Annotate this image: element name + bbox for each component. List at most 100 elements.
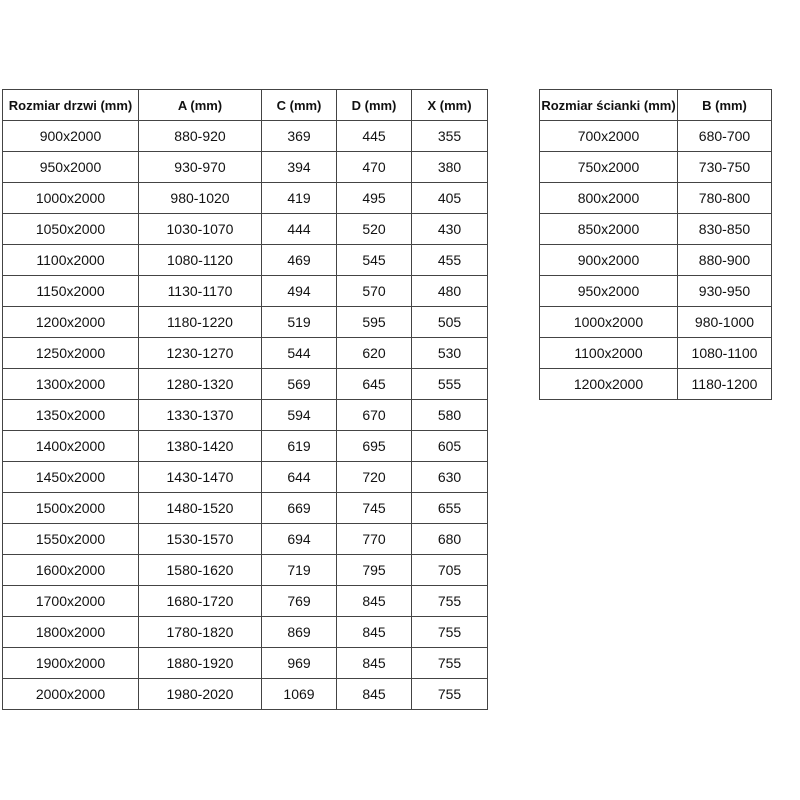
table-cell: 544: [261, 337, 337, 369]
table-cell: 755: [411, 585, 488, 617]
table-cell: 444: [261, 213, 337, 245]
table-row: 1000x2000 980-1020 419 495 405: [2, 182, 488, 214]
table-row: 900x2000 880-900: [539, 244, 772, 276]
table-row: 950x2000 930-970 394 470 380: [2, 151, 488, 183]
table-cell: 1069: [261, 678, 337, 710]
table-cell: 669: [261, 492, 337, 524]
table-cell: 980-1000: [677, 306, 772, 338]
table-cell: 1980-2020: [138, 678, 262, 710]
table-cell: 1030-1070: [138, 213, 262, 245]
table-cell: 1280-1320: [138, 368, 262, 400]
table-cell: 900x2000: [2, 120, 139, 152]
table-cell: 1900x2000: [2, 647, 139, 679]
table-cell: 519: [261, 306, 337, 338]
table-cell: 1050x2000: [2, 213, 139, 245]
table-cell: 480: [411, 275, 488, 307]
table-cell: 869: [261, 616, 337, 648]
table-row: 1900x2000 1880-1920 969 845 755: [2, 647, 488, 679]
table-row: 2000x2000 1980-2020 1069 845 755: [2, 678, 488, 710]
table-cell: 369: [261, 120, 337, 152]
table-cell: 980-1020: [138, 182, 262, 214]
table-cell: 445: [336, 120, 412, 152]
table-cell: 644: [261, 461, 337, 493]
table-cell: 950x2000: [539, 275, 678, 307]
table-cell: 630: [411, 461, 488, 493]
table-cell: 695: [336, 430, 412, 462]
table-cell: 1250x2000: [2, 337, 139, 369]
table-cell: 655: [411, 492, 488, 524]
table-cell: 419: [261, 182, 337, 214]
table-cell: 470: [336, 151, 412, 183]
table-cell: 545: [336, 244, 412, 276]
table-row: 1350x2000 1330-1370 594 670 580: [2, 399, 488, 431]
table-cell: 1100x2000: [539, 337, 678, 369]
table-cell: 700x2000: [539, 120, 678, 152]
table-cell: 1580-1620: [138, 554, 262, 586]
table-cell: 1180-1200: [677, 368, 772, 400]
table-cell: 605: [411, 430, 488, 462]
table-row: 1100x2000 1080-1120 469 545 455: [2, 244, 488, 276]
table-cell: 620: [336, 337, 412, 369]
table-cell: 1450x2000: [2, 461, 139, 493]
table-cell: 680-700: [677, 120, 772, 152]
table-cell: 1200x2000: [539, 368, 678, 400]
table-cell: 1080-1100: [677, 337, 772, 369]
table-cell: 680: [411, 523, 488, 555]
table-cell: 645: [336, 368, 412, 400]
table-cell: 1080-1120: [138, 244, 262, 276]
wall-size-table: Rozmiar ścianki (mm) B (mm) 700x2000 680-7…: [539, 89, 772, 400]
table-cell: 755: [411, 678, 488, 710]
table-row: 1050x2000 1030-1070 444 520 430: [2, 213, 488, 245]
table-row: 1800x2000 1780-1820 869 845 755: [2, 616, 488, 648]
table-cell: 494: [261, 275, 337, 307]
table-cell: 430: [411, 213, 488, 245]
table-row: 850x2000 830-850: [539, 213, 772, 245]
table-cell: 845: [336, 585, 412, 617]
table-cell: 850x2000: [539, 213, 678, 245]
table-row: 1600x2000 1580-1620 719 795 705: [2, 554, 488, 586]
table-cell: 769: [261, 585, 337, 617]
table-cell: 1330-1370: [138, 399, 262, 431]
table-cell: 1130-1170: [138, 275, 262, 307]
table-cell: 670: [336, 399, 412, 431]
table-cell: 495: [336, 182, 412, 214]
table-cell: 1430-1470: [138, 461, 262, 493]
table-cell: 1000x2000: [539, 306, 678, 338]
column-header: A (mm): [138, 89, 262, 121]
column-header: Rozmiar ścianki (mm): [539, 89, 678, 121]
table-cell: 950x2000: [2, 151, 139, 183]
table-cell: 619: [261, 430, 337, 462]
table-row: 1300x2000 1280-1320 569 645 555: [2, 368, 488, 400]
table-row: 1000x2000 980-1000: [539, 306, 772, 338]
table-cell: 845: [336, 647, 412, 679]
column-header: D (mm): [336, 89, 412, 121]
table-cell: 1400x2000: [2, 430, 139, 462]
table-cell: 469: [261, 244, 337, 276]
table-cell: 380: [411, 151, 488, 183]
table-cell: 394: [261, 151, 337, 183]
table-cell: 1200x2000: [2, 306, 139, 338]
table-cell: 770: [336, 523, 412, 555]
table-cell: 1480-1520: [138, 492, 262, 524]
table-row: 1250x2000 1230-1270 544 620 530: [2, 337, 488, 369]
column-header: X (mm): [411, 89, 488, 121]
table-cell: 750x2000: [539, 151, 678, 183]
column-header: Rozmiar drzwi (mm): [2, 89, 139, 121]
table-cell: 800x2000: [539, 182, 678, 214]
column-header: B (mm): [677, 89, 772, 121]
table-cell: 1780-1820: [138, 616, 262, 648]
table-cell: 1800x2000: [2, 616, 139, 648]
table-cell: 1680-1720: [138, 585, 262, 617]
table-cell: 880-920: [138, 120, 262, 152]
table-cell: 1700x2000: [2, 585, 139, 617]
table-cell: 580: [411, 399, 488, 431]
table-cell: 594: [261, 399, 337, 431]
table-cell: 555: [411, 368, 488, 400]
table-cell: 1300x2000: [2, 368, 139, 400]
table-row: 1200x2000 1180-1220 519 595 505: [2, 306, 488, 338]
table-cell: 930-970: [138, 151, 262, 183]
table-cell: 720: [336, 461, 412, 493]
table-cell: 1530-1570: [138, 523, 262, 555]
table-body: 700x2000 680-700 750x2000 730-750 800x2000 78…: [539, 120, 772, 400]
table-row: 700x2000 680-700: [539, 120, 772, 152]
